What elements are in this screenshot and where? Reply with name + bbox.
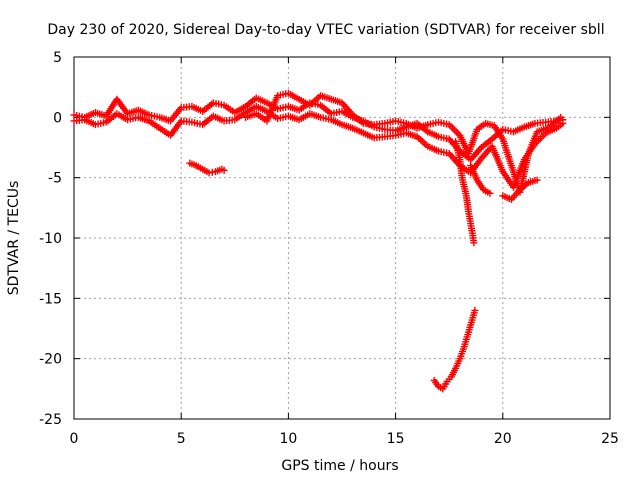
axis-ticks [73, 56, 611, 420]
y-tick-label: -15 [39, 291, 62, 307]
y-tick-label: -20 [39, 352, 62, 368]
y-tick-label: -10 [39, 231, 62, 247]
series-branch-drop [452, 137, 478, 247]
y-tick-label: 5 [53, 50, 62, 66]
series-track-c [242, 89, 565, 196]
y-tick-label: -25 [39, 412, 62, 428]
data-point [486, 189, 494, 197]
series-deep-cluster [430, 306, 479, 393]
x-tick-label: 0 [70, 431, 79, 447]
x-tick-label: 25 [601, 431, 619, 447]
y-tick-label: 0 [53, 110, 62, 126]
x-tick-label: 5 [177, 431, 186, 447]
chart-title: Day 230 of 2020, Sidereal Day-to-day VTE… [47, 22, 604, 38]
x-axis-label: GPS time / hours [281, 458, 398, 474]
data-point [220, 166, 228, 174]
series-branch-right [499, 176, 541, 203]
y-tick-label: -5 [48, 171, 62, 187]
data-point [470, 239, 478, 247]
x-tick-label: 10 [279, 431, 297, 447]
x-tick-label: 20 [494, 431, 512, 447]
tick-labels: 0 5 10 15 20 25 5 0 -5 -10 -15 -20 -25 [39, 50, 619, 447]
series-branch-short [467, 162, 494, 197]
data-point [471, 306, 479, 314]
data-point [557, 113, 565, 121]
data-point [559, 119, 567, 127]
x-tick-label: 15 [387, 431, 405, 447]
series-island-6h [186, 159, 228, 177]
data-point [533, 176, 541, 184]
data-points [70, 89, 567, 393]
y-axis-label: SDTVAR / TECUs [6, 181, 22, 296]
